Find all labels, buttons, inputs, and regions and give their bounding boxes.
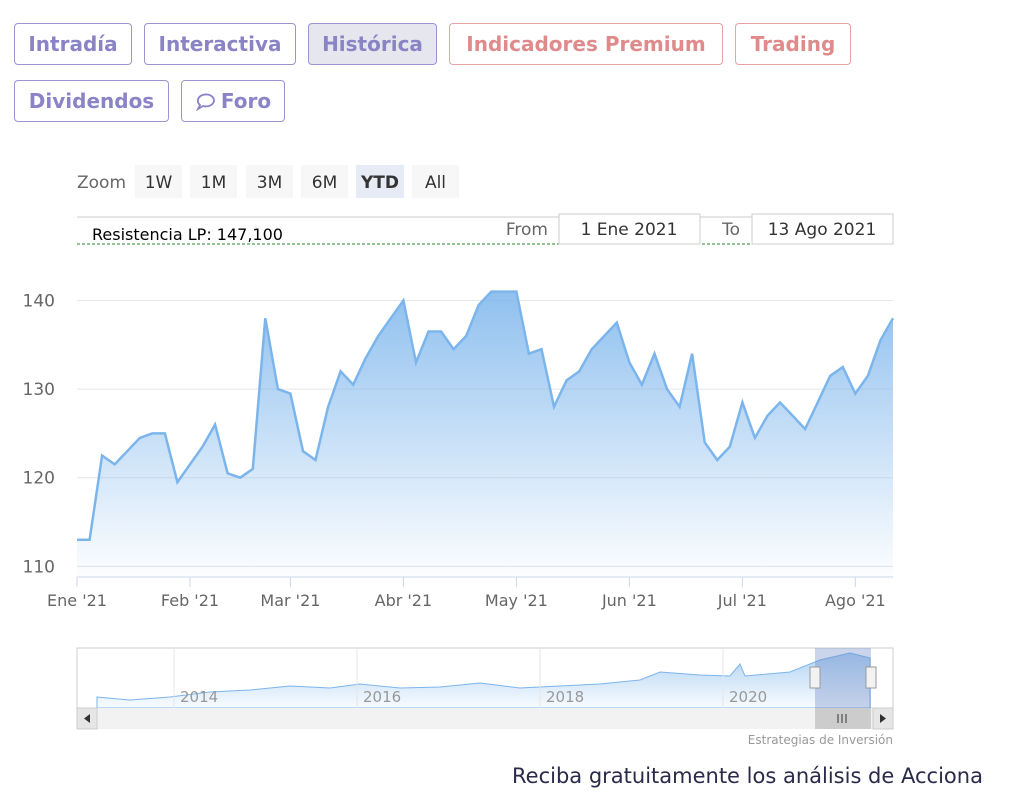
from-label: From bbox=[506, 220, 548, 240]
credit: Estrategias de Inversión bbox=[748, 733, 893, 747]
tab[interactable]: Interactiva bbox=[144, 23, 296, 65]
scroll-right[interactable] bbox=[872, 707, 894, 730]
chat-icon bbox=[195, 93, 215, 111]
navigator-handle[interactable] bbox=[809, 666, 821, 689]
x-tick-label: Feb '21 bbox=[161, 591, 219, 610]
annotation: Resistencia LP: 147,100 bbox=[92, 225, 283, 244]
tab[interactable]: Histórica bbox=[308, 23, 437, 65]
y-tick-label: 140 bbox=[23, 291, 55, 311]
series-line bbox=[77, 290, 895, 542]
tab[interactable]: Foro bbox=[181, 80, 285, 122]
tab[interactable]: Trading bbox=[735, 23, 851, 65]
zoom-label: Zoom bbox=[77, 173, 126, 193]
navigator-label: 2016 bbox=[363, 688, 401, 706]
x-tick-label: Ene '21 bbox=[47, 591, 107, 610]
y-tick-label: 110 bbox=[23, 557, 55, 577]
zoom-button[interactable] bbox=[301, 165, 348, 198]
navigator-series bbox=[96, 652, 871, 709]
zoom-button[interactable] bbox=[246, 165, 293, 198]
navigator-label: 2014 bbox=[180, 688, 218, 706]
tab[interactable]: Intradía bbox=[14, 23, 132, 65]
to-value: 13 Ago 2021 bbox=[768, 220, 877, 240]
zoom-button-label: 3M bbox=[257, 173, 282, 193]
footer-text: Reciba gratuitamente los análisis de Acc… bbox=[512, 764, 983, 788]
x-tick-label: May '21 bbox=[485, 591, 548, 610]
zoom-button[interactable] bbox=[356, 165, 404, 198]
tab-label: Foro bbox=[220, 89, 272, 113]
zoom-button[interactable] bbox=[135, 165, 182, 198]
zoom-button-label: All bbox=[425, 173, 446, 193]
navigator-label: 2018 bbox=[546, 688, 584, 706]
x-tick-label: Jul '21 bbox=[717, 591, 767, 610]
zoom-button-label: 6M bbox=[312, 173, 337, 193]
navigator-label: 2020 bbox=[729, 688, 767, 706]
y-tick-label: 120 bbox=[23, 469, 55, 489]
zoom-button-label: YTD bbox=[360, 173, 399, 193]
from-value: 1 Ene 2021 bbox=[581, 220, 678, 240]
x-tick-label: Ago '21 bbox=[825, 591, 886, 610]
to-label: To bbox=[721, 220, 740, 240]
tab[interactable]: Dividendos bbox=[14, 80, 169, 122]
y-tick-label: 130 bbox=[23, 380, 55, 400]
to-input[interactable] bbox=[751, 213, 894, 245]
tab[interactable]: Indicadores Premium bbox=[449, 23, 723, 65]
arrow bbox=[880, 714, 886, 723]
x-tick-label: Jun '21 bbox=[601, 591, 657, 610]
navigator-handle[interactable] bbox=[865, 666, 877, 689]
scrollbar bbox=[77, 708, 893, 729]
zoom-button-label: 1M bbox=[201, 173, 226, 193]
navigator-mask bbox=[815, 648, 871, 708]
x-tick-label: Abr '21 bbox=[375, 591, 433, 610]
arrow bbox=[84, 714, 90, 723]
from-input[interactable] bbox=[558, 213, 701, 245]
x-tick-label: Mar '21 bbox=[260, 591, 320, 610]
zoom-button[interactable] bbox=[190, 165, 237, 198]
area-fill bbox=[77, 291, 893, 577]
scroll-thumb[interactable] bbox=[815, 708, 871, 729]
scroll-left[interactable] bbox=[76, 707, 98, 730]
zoom-button[interactable] bbox=[412, 165, 459, 198]
scroll-grip bbox=[837, 714, 847, 723]
zoom-button-label: 1W bbox=[145, 173, 173, 193]
navigator bbox=[76, 647, 894, 709]
